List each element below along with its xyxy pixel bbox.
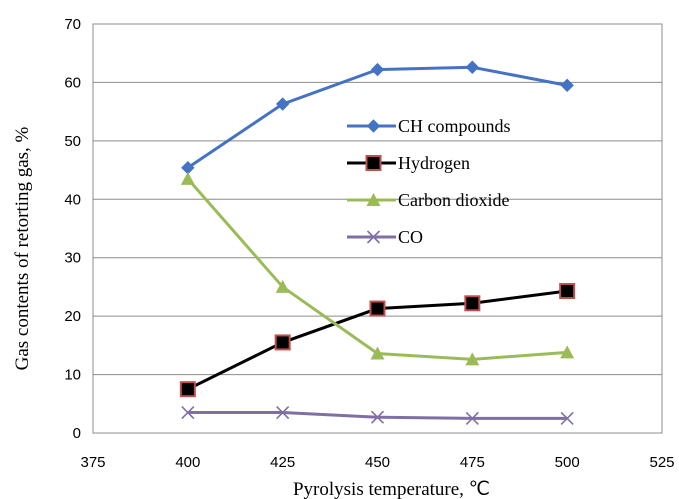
legend-item: CO xyxy=(347,227,423,247)
y-tick-label: 70 xyxy=(64,16,81,33)
data-point xyxy=(274,334,291,351)
y-tick-label: 40 xyxy=(64,191,81,208)
legend-marker xyxy=(366,193,381,206)
legend-item: CH compounds xyxy=(347,116,511,136)
data-point xyxy=(179,381,196,398)
data-point xyxy=(275,279,290,293)
series-hydrogen xyxy=(179,283,576,398)
y-tick-label: 20 xyxy=(64,308,81,325)
legend-marker xyxy=(365,155,382,171)
data-point xyxy=(560,78,574,93)
data-point xyxy=(560,345,575,359)
series-layer xyxy=(179,60,576,425)
x-axis-ticks: 375 400 425 450 475 500 525 xyxy=(80,454,674,471)
data-point xyxy=(370,410,385,424)
x-tick-label: 400 xyxy=(175,454,200,471)
y-tick-label: 30 xyxy=(64,250,81,267)
x-tick-label: 425 xyxy=(270,454,295,471)
legend-item: Carbon dioxide xyxy=(347,190,509,210)
data-point xyxy=(559,283,576,300)
data-point xyxy=(465,352,480,366)
legend-label: Hydrogen xyxy=(398,153,470,173)
data-point xyxy=(181,405,195,420)
legend-marker xyxy=(366,230,381,244)
y-tick-label: 50 xyxy=(64,133,81,150)
data-point xyxy=(465,60,480,74)
x-tick-label: 450 xyxy=(365,454,390,471)
data-point xyxy=(276,405,290,420)
legend-item: Hydrogen xyxy=(347,153,470,173)
x-tick-label: 500 xyxy=(555,454,580,471)
legend-label: Carbon dioxide xyxy=(398,190,509,210)
y-tick-label: 0 xyxy=(73,425,81,442)
y-tick-label: 10 xyxy=(64,367,81,384)
data-point xyxy=(370,346,385,360)
data-point xyxy=(180,171,195,185)
plot-area-border xyxy=(92,23,663,434)
data-point xyxy=(369,300,386,317)
legend-label: CH compounds xyxy=(398,116,511,136)
data-point xyxy=(370,62,385,77)
data-point xyxy=(560,411,574,425)
x-tick-label: 375 xyxy=(80,454,105,471)
series-co xyxy=(181,405,574,425)
legend: CH compounds Hydrogen Carbon dioxide CO xyxy=(347,116,511,247)
series-ch-compounds xyxy=(181,60,574,175)
legend-marker xyxy=(366,119,381,133)
y-tick-label: 60 xyxy=(64,74,81,91)
legend-label: CO xyxy=(398,227,423,247)
y-axis-ticks: 0 10 20 30 40 50 60 70 xyxy=(64,16,81,442)
x-axis-title: Pyrolysis temperature, ℃ xyxy=(293,479,490,499)
grid-lines xyxy=(93,81,662,376)
y-axis-title: Gas contents of retorting gas, % xyxy=(12,126,33,370)
x-tick-label: 525 xyxy=(649,454,674,471)
data-point xyxy=(465,411,479,425)
x-tick-label: 475 xyxy=(460,454,485,471)
data-point xyxy=(464,295,481,312)
data-point xyxy=(275,97,290,111)
series-carbon-dioxide xyxy=(180,171,575,366)
